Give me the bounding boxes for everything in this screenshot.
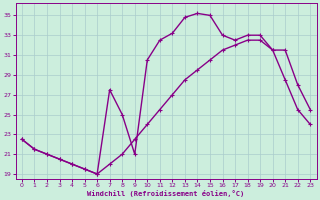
X-axis label: Windchill (Refroidissement éolien,°C): Windchill (Refroidissement éolien,°C): [87, 190, 245, 197]
